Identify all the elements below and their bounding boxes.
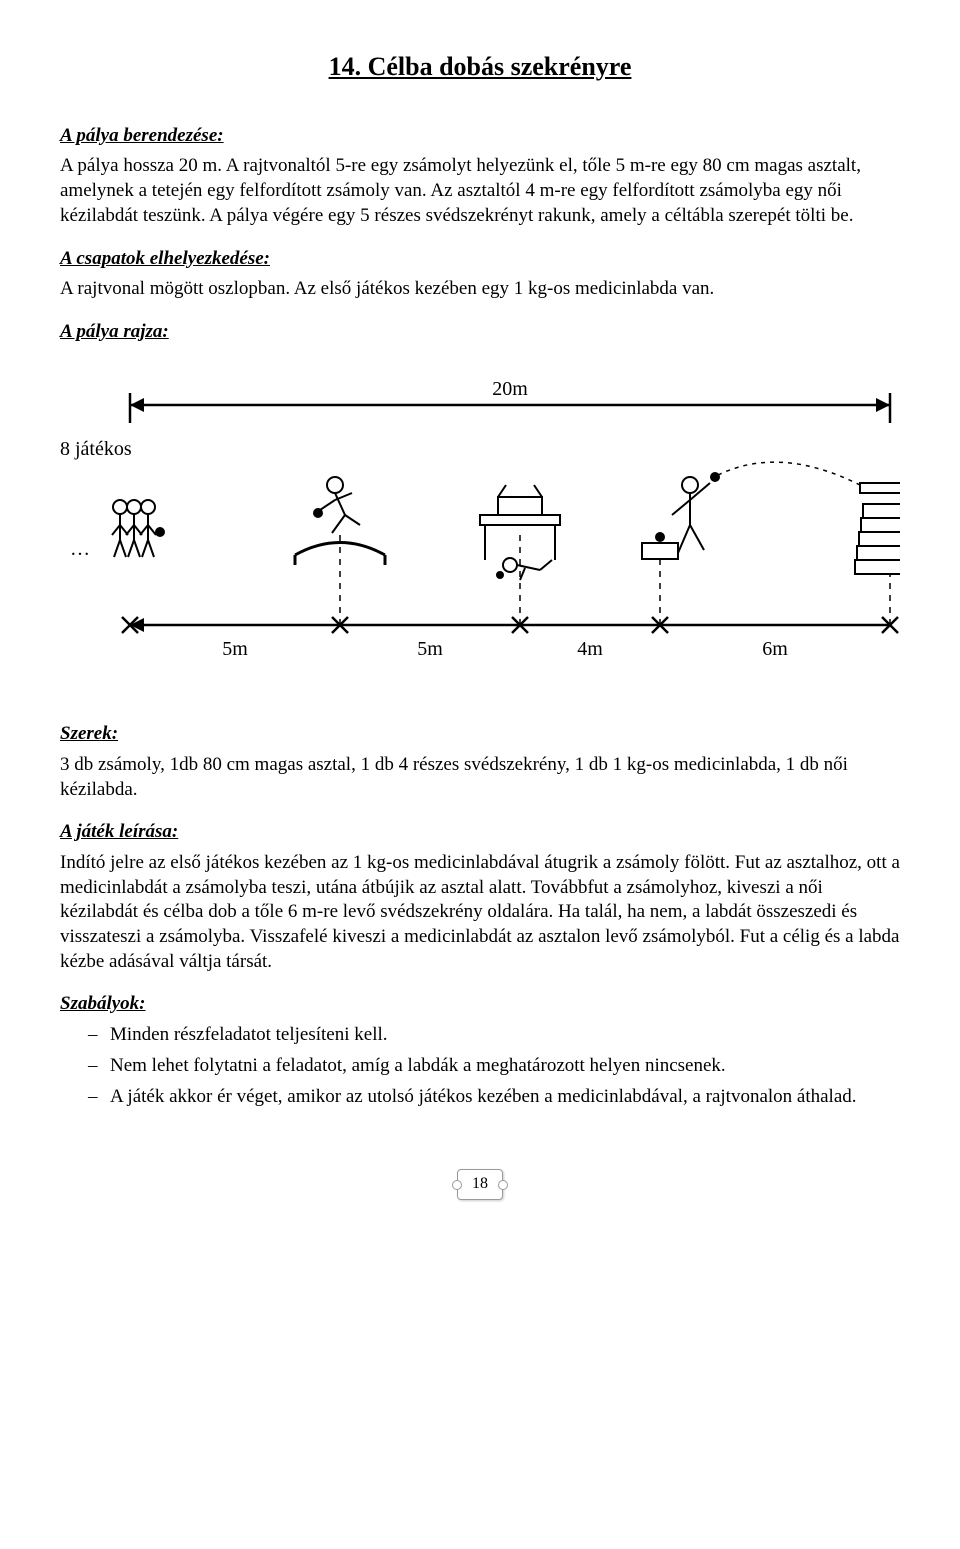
svg-text:20m: 20m <box>492 378 528 400</box>
heading-setup: A pálya berendezése: <box>60 124 900 149</box>
heading-equipment: Szerek: <box>60 722 900 747</box>
rules-list: Minden részfeladatot teljesíteni kell. Ne… <box>60 1023 900 1109</box>
course-diagram: 20m 5m 5m 4m 6m 8 játékos … <box>60 365 900 693</box>
heading-drawing: A pálya rajza: <box>60 320 900 345</box>
rule-item: A játék akkor ér véget, amikor az utolsó… <box>88 1085 900 1110</box>
svg-text:8 játékos: 8 játékos <box>60 438 132 460</box>
heading-description: A játék leírása: <box>60 820 900 845</box>
page-title: 14. Célba dobás szekrényre <box>60 50 900 84</box>
positions-text: A rajtvonal mögött oszlopban. Az első já… <box>60 277 900 302</box>
setup-text: A pálya hossza 20 m. A rajtvonaltól 5-re… <box>60 154 900 228</box>
equipment-text: 3 db zsámoly, 1db 80 cm magas asztal, 1 … <box>60 753 900 802</box>
page-number: 18 <box>60 1169 900 1200</box>
heading-positions: A csapatok elhelyezkedése: <box>60 247 900 272</box>
svg-text:4m: 4m <box>577 638 603 660</box>
svg-text:6m: 6m <box>762 638 788 660</box>
rule-item: Minden részfeladatot teljesíteni kell. <box>88 1023 900 1048</box>
description-text: Indító jelre az első játékos kezében az … <box>60 851 900 974</box>
svg-text:…: … <box>70 538 90 560</box>
heading-rules: Szabályok: <box>60 992 900 1017</box>
svg-text:5m: 5m <box>417 638 443 660</box>
page-number-label: 18 <box>457 1169 503 1200</box>
svg-text:5m: 5m <box>222 638 248 660</box>
rule-item: Nem lehet folytatni a feladatot, amíg a … <box>88 1054 900 1079</box>
